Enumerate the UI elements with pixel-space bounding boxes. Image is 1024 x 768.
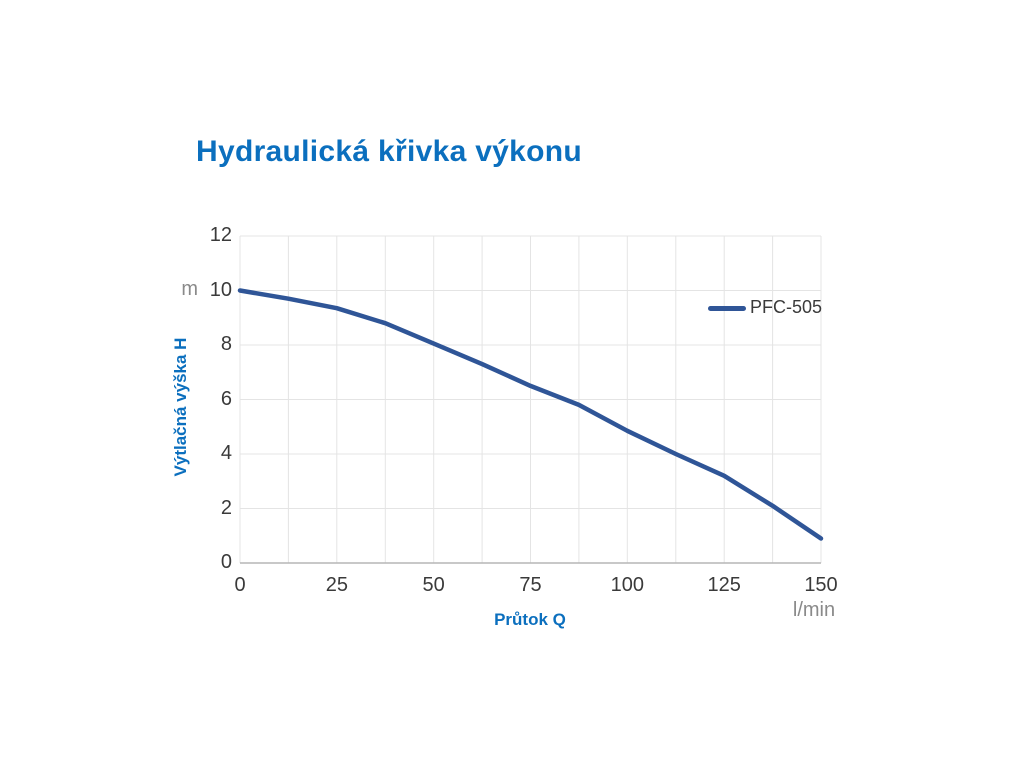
chart-title: Hydraulická křivka výkonu [196,135,583,168]
legend-series-label: PFC-505 [750,297,823,317]
x-axis-title: Průtok Q [494,610,566,629]
y-tick-label: 0 [220,551,232,573]
legend-line-marker [708,305,746,311]
legend: PFC-505 [708,296,822,318]
y-tick-label: 4 [220,442,232,464]
x-tick-label: 50 [422,574,445,596]
x-tick-label: 0 [234,574,246,596]
y-tick-label: 8 [220,333,232,355]
y-tick-label: 6 [220,387,232,410]
y-tick-label: 10 [209,278,232,301]
x-axis-unit-label: l/min [792,599,836,621]
y-axis-title: Výtlačná výška H [171,337,190,477]
y-tick-label: 2 [220,496,232,519]
x-tick-label: 100 [610,574,645,596]
x-tick-label: 25 [325,574,348,596]
series-curve [237,288,824,541]
x-tick-label: 125 [707,574,741,596]
y-tick-label: 12 [209,224,232,246]
y-axis-unit-label: m [181,278,198,300]
x-tick-label: 75 [519,574,542,596]
x-tick-label: 150 [804,574,838,596]
plot-area [237,235,824,564]
